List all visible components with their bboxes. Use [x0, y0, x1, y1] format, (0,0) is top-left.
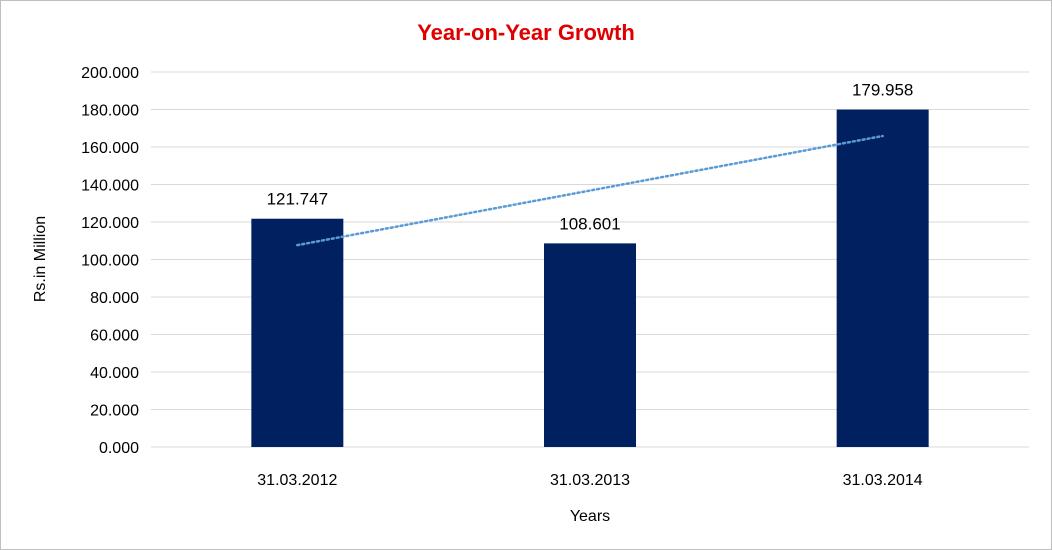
- x-tick-label: 31.03.2014: [843, 472, 923, 489]
- x-axis-title: Years: [570, 508, 610, 525]
- y-tick-label: 20.000: [90, 403, 139, 420]
- y-tick-label: 200.000: [81, 65, 139, 82]
- data-label: 108.601: [559, 214, 620, 233]
- trendline: [296, 134, 884, 247]
- bars: [251, 109, 929, 448]
- y-tick-label: 100.000: [81, 253, 139, 270]
- data-label: 179.958: [852, 81, 913, 100]
- x-axis-ticks: 31.03.2012 31.03.2013 31.03.2014: [257, 472, 923, 489]
- chart-title: Year-on-Year Growth: [417, 20, 635, 45]
- y-tick-label: 160.000: [81, 140, 139, 157]
- trendline-layer: [296, 134, 884, 247]
- x-tick-label: 31.03.2013: [550, 472, 630, 489]
- bar: [836, 109, 929, 448]
- y-tick-label: 60.000: [90, 328, 139, 345]
- y-tick-label: 180.000: [81, 103, 139, 120]
- bar: [251, 218, 344, 447]
- y-tick-label: 140.000: [81, 178, 139, 195]
- y-tick-label: 40.000: [90, 365, 139, 382]
- data-label: 121.747: [267, 190, 328, 209]
- y-axis-title: Rs.in Million: [32, 216, 49, 302]
- y-axis-ticks: 0.000 20.000 40.000 60.000 80.000 100.000 120.…: [81, 65, 139, 457]
- bar: [544, 243, 636, 447]
- y-tick-label: 0.000: [99, 440, 139, 457]
- y-tick-label: 120.000: [81, 215, 139, 232]
- data-labels: 121.747 108.601 179.958: [267, 81, 914, 234]
- x-tick-label: 31.03.2012: [257, 472, 337, 489]
- y-tick-label: 80.000: [90, 290, 139, 307]
